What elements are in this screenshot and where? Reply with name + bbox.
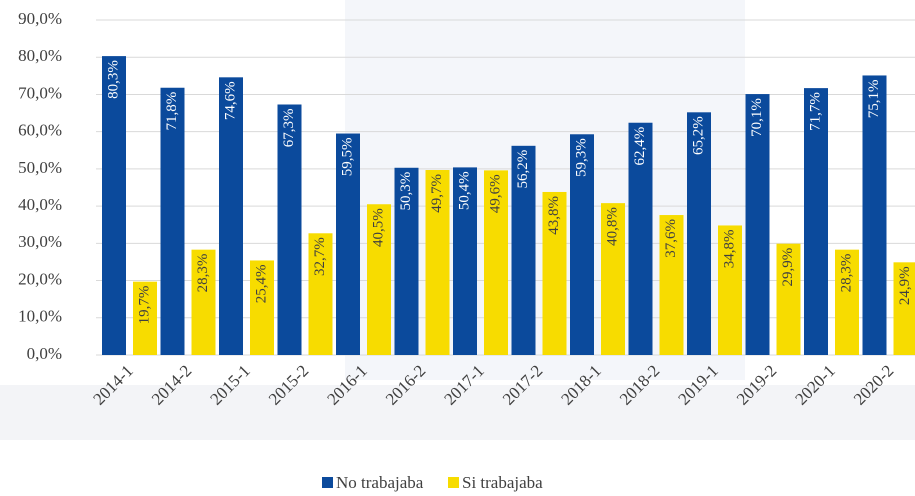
y-tick-label: 30,0% (18, 232, 62, 251)
bar (659, 215, 684, 355)
bar (133, 281, 157, 355)
bar (394, 167, 419, 355)
bar (484, 170, 508, 355)
y-tick-label: 50,0% (18, 158, 62, 177)
bar (250, 260, 274, 355)
value-label: 34,8% (721, 229, 737, 268)
value-label: 49,7% (429, 174, 445, 213)
value-label: 24,9% (897, 266, 913, 305)
bar (776, 243, 801, 355)
bar (601, 203, 625, 355)
bar (336, 133, 360, 355)
bar (718, 225, 742, 355)
value-label: 65,2% (690, 116, 706, 155)
bar (191, 249, 216, 355)
y-tick-label: 40,0% (18, 195, 62, 214)
bar (862, 75, 887, 355)
bar (570, 134, 594, 355)
legend-swatch (322, 477, 333, 488)
value-label: 29,9% (780, 248, 796, 287)
value-label: 59,3% (573, 138, 589, 177)
value-label: 74,6% (222, 81, 238, 120)
y-tick-label: 60,0% (18, 121, 62, 140)
bar (160, 87, 185, 355)
background-band (0, 385, 915, 440)
bar (804, 88, 828, 355)
value-label: 71,8% (164, 92, 180, 131)
value-label: 25,4% (253, 264, 269, 303)
bar (308, 233, 333, 355)
y-tick-label: 80,0% (18, 46, 62, 65)
bar (425, 170, 450, 355)
y-tick-label: 10,0% (18, 307, 62, 326)
bar (453, 167, 477, 355)
value-label: 67,3% (281, 108, 297, 147)
bar (219, 77, 243, 356)
bar (893, 262, 915, 355)
y-tick-label: 20,0% (18, 269, 62, 288)
value-label: 56,2% (515, 150, 531, 189)
value-label: 40,8% (604, 207, 620, 246)
value-label: 50,3% (398, 172, 414, 211)
value-label: 80,3% (105, 60, 121, 99)
bar (367, 204, 391, 355)
value-label: 59,5% (339, 138, 355, 177)
value-label: 75,1% (866, 79, 882, 118)
legend-label: No trabajaba (336, 473, 424, 492)
bar (542, 191, 567, 355)
value-label: 37,6% (663, 219, 679, 258)
value-label: 70,1% (749, 98, 765, 137)
value-label: 40,5% (370, 208, 386, 247)
bar (102, 56, 126, 355)
bar (628, 122, 653, 355)
value-label: 19,7% (136, 286, 152, 325)
value-label: 28,3% (838, 254, 854, 293)
bar (745, 94, 770, 356)
value-label: 28,3% (195, 254, 211, 293)
bar (277, 104, 302, 355)
legend-swatch (448, 477, 459, 488)
value-label: 49,6% (487, 174, 503, 213)
y-tick-label: 90,0% (18, 9, 62, 28)
value-label: 50,4% (456, 171, 472, 210)
value-label: 43,8% (546, 196, 562, 235)
bar (687, 112, 711, 355)
value-label: 71,7% (807, 92, 823, 131)
y-tick-label: 70,0% (18, 83, 62, 102)
value-label: 62,4% (632, 127, 648, 166)
bar (511, 145, 536, 355)
y-tick-label: 0,0% (27, 344, 62, 363)
bar (835, 249, 859, 355)
legend-label: Si trabajaba (462, 473, 543, 492)
value-label: 32,7% (312, 237, 328, 276)
